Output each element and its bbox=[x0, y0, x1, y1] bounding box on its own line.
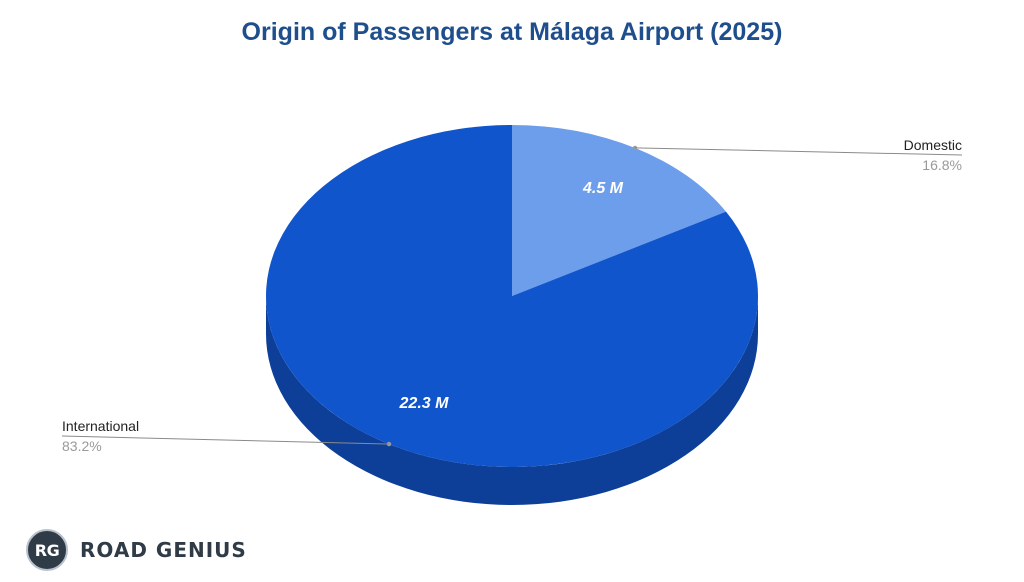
pie-slice-international bbox=[265, 125, 758, 467]
slice-percent-label-international: 83.2% bbox=[62, 438, 102, 454]
slice-value-label-international: 22.3 M bbox=[399, 395, 450, 412]
slice-name-label-domestic: Domestic bbox=[904, 137, 962, 153]
pie-labels: 4.5 M Domestic 16.8% 22.3 M International 83.… bbox=[62, 137, 962, 454]
logo-badge: RG bbox=[26, 529, 68, 571]
slice-percent-label-domestic: 16.8% bbox=[922, 157, 962, 173]
slice-value-label-domestic: 4.5 M bbox=[582, 180, 624, 197]
road-genius-logo: RG ROAD GENIUS bbox=[26, 528, 247, 572]
chart-title: Origin of Passengers at Málaga Airport (… bbox=[241, 18, 783, 46]
slice-name-label-international: International bbox=[62, 418, 139, 434]
pie-side-band bbox=[266, 296, 758, 505]
logo-wordmark: ROAD GENIUS bbox=[80, 538, 247, 562]
pie-leader-lines bbox=[61, 145, 963, 447]
pie-slice-domestic bbox=[512, 125, 726, 296]
pie-depth-side bbox=[266, 296, 758, 505]
leader-line-domestic bbox=[634, 147, 963, 156]
pie-slices bbox=[265, 125, 758, 467]
leader-line-international bbox=[61, 435, 390, 445]
